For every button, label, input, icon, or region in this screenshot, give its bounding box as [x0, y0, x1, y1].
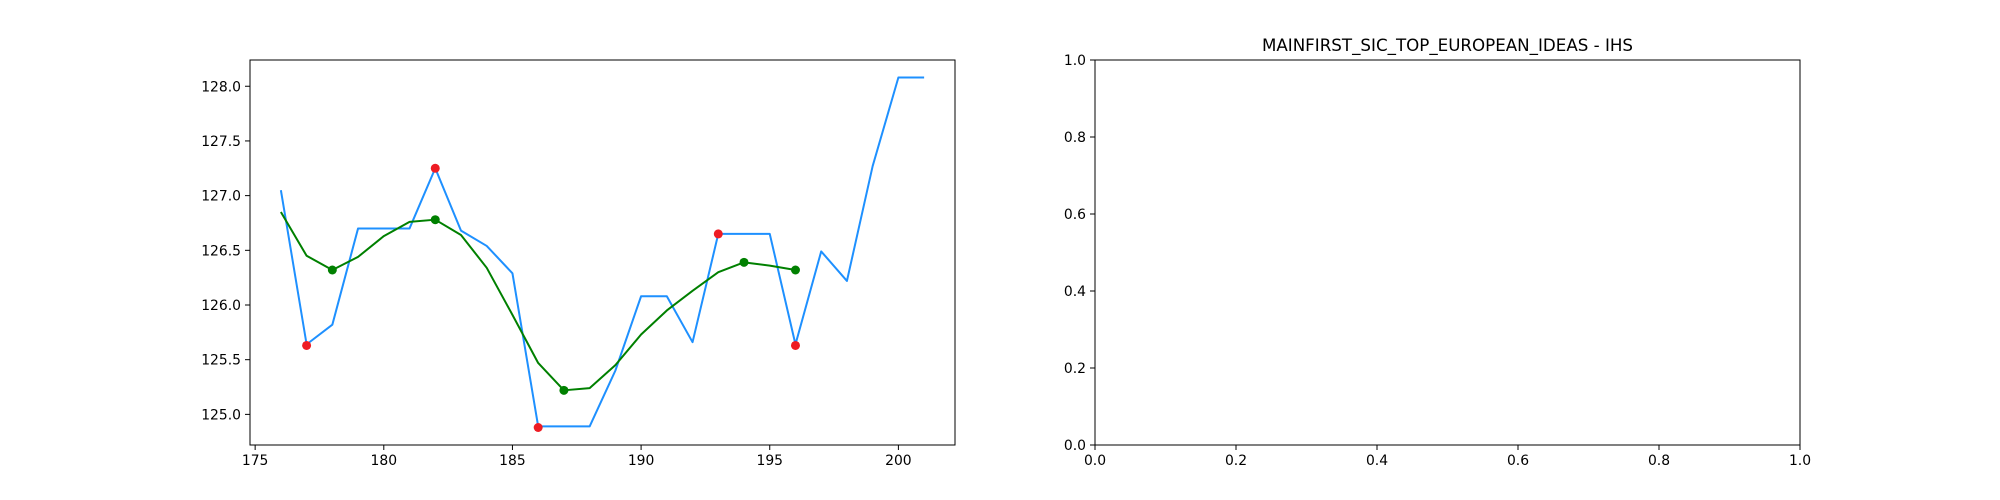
right-y-tick-label: 0.6 — [1064, 207, 1086, 223]
right-axes-frame — [1094, 59, 1801, 446]
extrema-point — [713, 229, 723, 239]
right-chart-title: MAINFIRST_SIC_TOP_EUROPEAN_IDEAS - IHS — [1262, 35, 1633, 56]
right-x-tick-label: 0.6 — [1507, 453, 1529, 469]
left-x-tick-label: 175 — [242, 453, 269, 469]
right-y-tick-label: 0.0 — [1064, 438, 1086, 454]
extrema-point — [533, 423, 543, 432]
left-y-tick-label: 125.0 — [201, 407, 241, 423]
extrema-point — [302, 340, 312, 350]
smoothed-line — [280, 211, 796, 392]
left-y-tick-label: 127.5 — [201, 134, 241, 150]
right-y-tick-label: 0.2 — [1064, 361, 1086, 377]
left-series-layer — [279, 76, 925, 432]
left-ticks-layer: 175 180 185 190 195 200 125.0 125.5 126.0 126.5 12… — [201, 79, 911, 469]
price-line — [279, 76, 925, 428]
left-axes-frame — [249, 59, 956, 446]
right-y-tick-label: 0.8 — [1064, 130, 1086, 146]
right-x-tick-label: 0.0 — [1084, 453, 1106, 469]
left-y-tick-label: 126.5 — [201, 243, 241, 259]
smoothed-point — [430, 215, 440, 225]
extrema-point — [790, 340, 800, 350]
smoothed-point — [739, 257, 749, 267]
right-y-tick-label: 0.4 — [1064, 284, 1086, 300]
smoothed-point — [327, 265, 337, 275]
left-y-tick-label: 126.0 — [201, 298, 241, 314]
right-empty-chart: MAINFIRST_SIC_TOP_EUROPEAN_IDEAS - IHS 0… — [1064, 35, 1811, 469]
left-y-tick-label: 128.0 — [201, 79, 241, 95]
left-x-tick-label: 180 — [371, 453, 398, 469]
left-x-tick-label: 200 — [885, 453, 912, 469]
smoothed-point — [559, 385, 569, 395]
left-y-tick-label: 127.0 — [201, 189, 241, 205]
left-x-tick-label: 185 — [499, 453, 526, 469]
left-y-tick-label: 125.5 — [201, 353, 241, 369]
extrema-point — [430, 163, 440, 173]
right-x-tick-label: 0.4 — [1366, 453, 1388, 469]
right-ticks-layer: 0.0 0.2 0.4 0.6 0.8 1.0 0.0 0.2 0.4 0.6 0.8 1.0 — [1064, 53, 1811, 469]
left-x-tick-label: 195 — [756, 453, 783, 469]
right-x-tick-label: 0.8 — [1648, 453, 1670, 469]
smoothed-point — [790, 265, 800, 275]
right-x-tick-label: 0.2 — [1225, 453, 1247, 469]
left-price-chart: 175 180 185 190 195 200 125.0 125.5 126.0 126.5 12… — [201, 59, 956, 469]
right-y-tick-label: 1.0 — [1064, 53, 1086, 69]
left-x-tick-label: 190 — [628, 453, 655, 469]
right-x-tick-label: 1.0 — [1789, 453, 1811, 469]
